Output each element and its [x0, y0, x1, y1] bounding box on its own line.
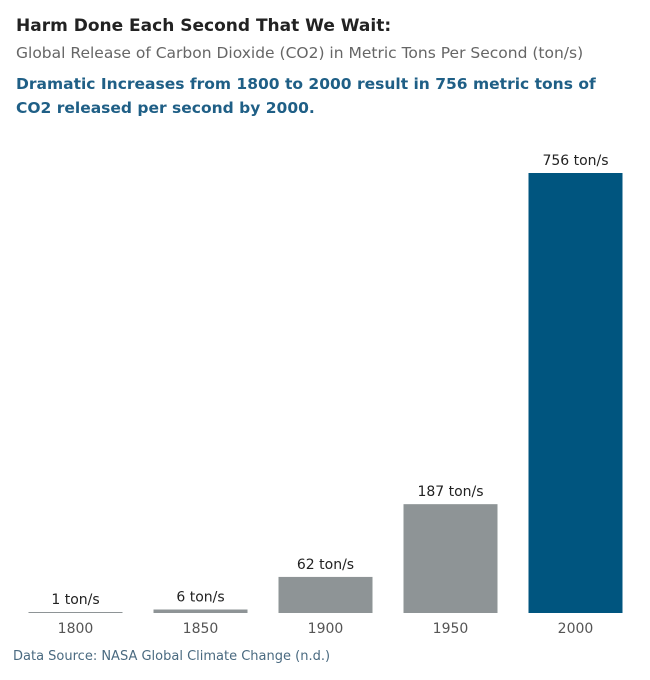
value-label: 1 ton/s	[51, 592, 99, 608]
x-tick-label: 1900	[308, 621, 344, 637]
annotation: Dramatic Increases from 1800 to 2000 res…	[16, 75, 596, 117]
chart-subtitle: Global Release of Carbon Dioxide (CO2) i…	[16, 44, 584, 62]
bar	[278, 576, 373, 613]
bar	[28, 612, 123, 613]
bar	[403, 504, 498, 613]
x-tick-label: 1850	[183, 621, 219, 637]
chart-title: Harm Done Each Second That We Wait:	[16, 16, 392, 36]
value-label: 6 ton/s	[176, 590, 224, 606]
value-label: 62 ton/s	[297, 557, 354, 573]
value-label: 187 ton/s	[417, 484, 483, 500]
value-label: 756 ton/s	[542, 153, 608, 169]
x-tick-label: 1800	[58, 621, 94, 637]
x-tick-label: 1950	[433, 621, 469, 637]
bar	[528, 173, 623, 613]
bar	[153, 609, 248, 613]
x-tick-label: 2000	[558, 621, 594, 637]
source: Data Source: NASA Global Climate Change …	[13, 649, 331, 664]
